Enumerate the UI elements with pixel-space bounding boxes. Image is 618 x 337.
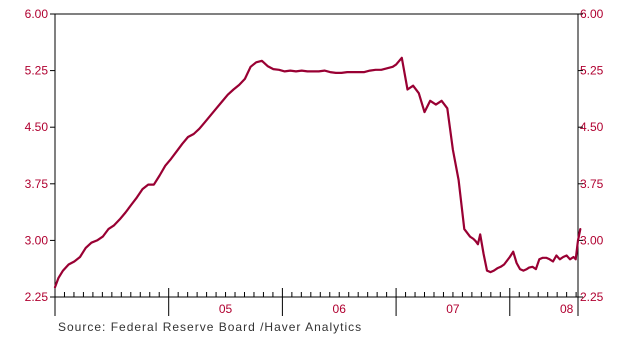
y-tick-label-right: 6.00	[580, 7, 604, 21]
y-tick-label-left: 2.25	[25, 290, 49, 304]
series-line	[53, 56, 582, 289]
x-tick-label: 05	[219, 302, 233, 316]
axis-ticks	[50, 13, 583, 316]
y-tick-label-right: 5.25	[580, 64, 604, 78]
y-tick-label-left: 5.25	[25, 64, 49, 78]
x-axis-labels: 05 06 07 08	[219, 302, 574, 316]
source-note: Source: Federal Reserve Board /Haver Ana…	[58, 320, 362, 334]
x-tick-label: 07	[446, 302, 460, 316]
y-tick-label-left: 4.50	[25, 120, 49, 134]
y-tick-label-left: 3.00	[25, 233, 49, 247]
y-tick-label-left: 6.00	[25, 7, 49, 21]
y-tick-label-right: 3.75	[580, 177, 604, 191]
x-tick-label: 06	[333, 302, 347, 316]
plot-frame	[54, 13, 579, 298]
y-tick-label-right: 3.00	[580, 233, 604, 247]
x-tick-label: 08	[560, 302, 574, 316]
y-tick-label-left: 3.75	[25, 177, 49, 191]
y-axis-right-labels: 6.00 5.25 4.50 3.75 3.00 2.25	[580, 7, 604, 304]
y-axis-left-labels: 6.00 5.25 4.50 3.75 3.00 2.25	[25, 7, 49, 304]
y-tick-label-right: 2.25	[580, 290, 604, 304]
y-tick-label-right: 4.50	[580, 120, 604, 134]
